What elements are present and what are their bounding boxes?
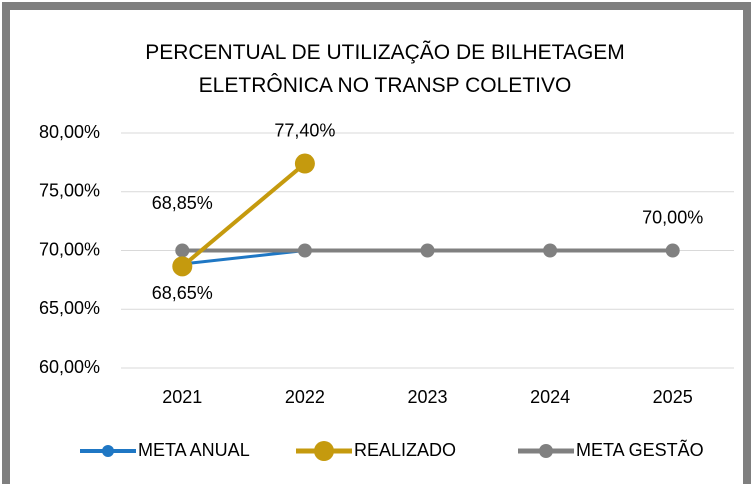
series-marker — [294, 153, 315, 174]
y-tick-label: 70,00% — [39, 239, 100, 259]
legend-label: REALIZADO — [354, 440, 456, 460]
y-tick-label: 80,00% — [39, 122, 100, 142]
data-label: 77,40% — [274, 120, 335, 140]
legend-marker — [539, 444, 553, 458]
y-tick-label: 60,00% — [39, 357, 100, 377]
series-marker — [175, 243, 190, 258]
series-marker — [665, 243, 680, 258]
series-marker — [543, 243, 558, 258]
y-tick-label: 65,00% — [39, 298, 100, 318]
data-label: 70,00% — [642, 207, 703, 227]
y-tick-label: 75,00% — [39, 181, 100, 201]
x-tick-label: 2022 — [285, 387, 325, 407]
chart-title: PERCENTUAL DE UTILIZAÇÃO DE BILHETAGEM E… — [145, 41, 625, 97]
data-label: 68,85% — [152, 193, 213, 213]
x-tick-label: 2023 — [407, 387, 447, 407]
data-label: 68,65% — [152, 283, 213, 303]
legend-label: META GESTÃO — [576, 439, 704, 460]
x-tick-label: 2024 — [530, 387, 570, 407]
series-marker — [420, 243, 435, 258]
legend-marker — [314, 441, 334, 461]
x-tick-label: 2021 — [162, 387, 202, 407]
series-marker — [297, 243, 312, 258]
series-marker — [172, 256, 193, 277]
legend-marker — [102, 445, 114, 457]
series-line — [181, 162, 307, 268]
x-tick-label: 2025 — [653, 387, 693, 407]
legend-label: META ANUAL — [138, 440, 250, 460]
